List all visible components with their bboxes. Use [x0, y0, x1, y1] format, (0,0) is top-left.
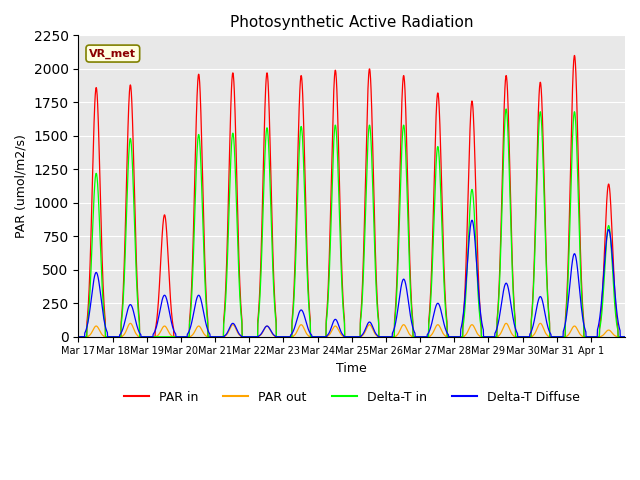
Delta-T in [547, 334, 555, 340]
PAR out [129, 325, 137, 331]
PAR out [614, 334, 621, 340]
Title: Photosynthetic Active Radiation: Photosynthetic Active Radiation [230, 15, 474, 30]
Delta-T Diffuse [129, 307, 137, 312]
PAR in [547, 334, 555, 340]
PAR out [547, 334, 555, 340]
PAR in [129, 134, 137, 140]
PAR out [75, 334, 83, 340]
Delta-T Diffuse [75, 334, 83, 340]
Y-axis label: PAR (umol/m2/s): PAR (umol/m2/s) [15, 134, 28, 238]
Delta-T in [614, 325, 621, 331]
PAR in [621, 334, 629, 340]
Delta-T Diffuse [516, 334, 524, 340]
PAR out [127, 321, 134, 326]
Line: PAR in: PAR in [79, 55, 625, 337]
Delta-T Diffuse [547, 334, 555, 340]
Delta-T in [502, 106, 510, 112]
Delta-T Diffuse [621, 334, 629, 340]
PAR in [247, 334, 255, 340]
PAR in [516, 334, 524, 340]
Line: Delta-T in: Delta-T in [79, 109, 625, 337]
Delta-T in [75, 334, 83, 340]
Delta-T in [516, 334, 524, 340]
PAR out [621, 334, 629, 340]
Delta-T in [621, 334, 629, 340]
PAR in [75, 334, 83, 340]
PAR in [571, 52, 579, 58]
Delta-T Diffuse [385, 334, 392, 340]
Line: PAR out: PAR out [79, 324, 625, 337]
Delta-T in [385, 334, 392, 340]
Text: VR_met: VR_met [90, 48, 136, 59]
Delta-T Diffuse [247, 334, 255, 340]
PAR in [385, 334, 392, 340]
PAR out [516, 334, 524, 340]
PAR out [385, 334, 392, 340]
PAR out [247, 334, 255, 340]
Delta-T in [247, 334, 255, 340]
Delta-T Diffuse [468, 217, 476, 223]
PAR in [614, 322, 621, 328]
Delta-T Diffuse [614, 314, 621, 320]
Delta-T in [129, 176, 137, 182]
Legend: PAR in, PAR out, Delta-T in, Delta-T Diffuse: PAR in, PAR out, Delta-T in, Delta-T Dif… [119, 386, 584, 409]
X-axis label: Time: Time [337, 362, 367, 375]
Line: Delta-T Diffuse: Delta-T Diffuse [79, 220, 625, 337]
